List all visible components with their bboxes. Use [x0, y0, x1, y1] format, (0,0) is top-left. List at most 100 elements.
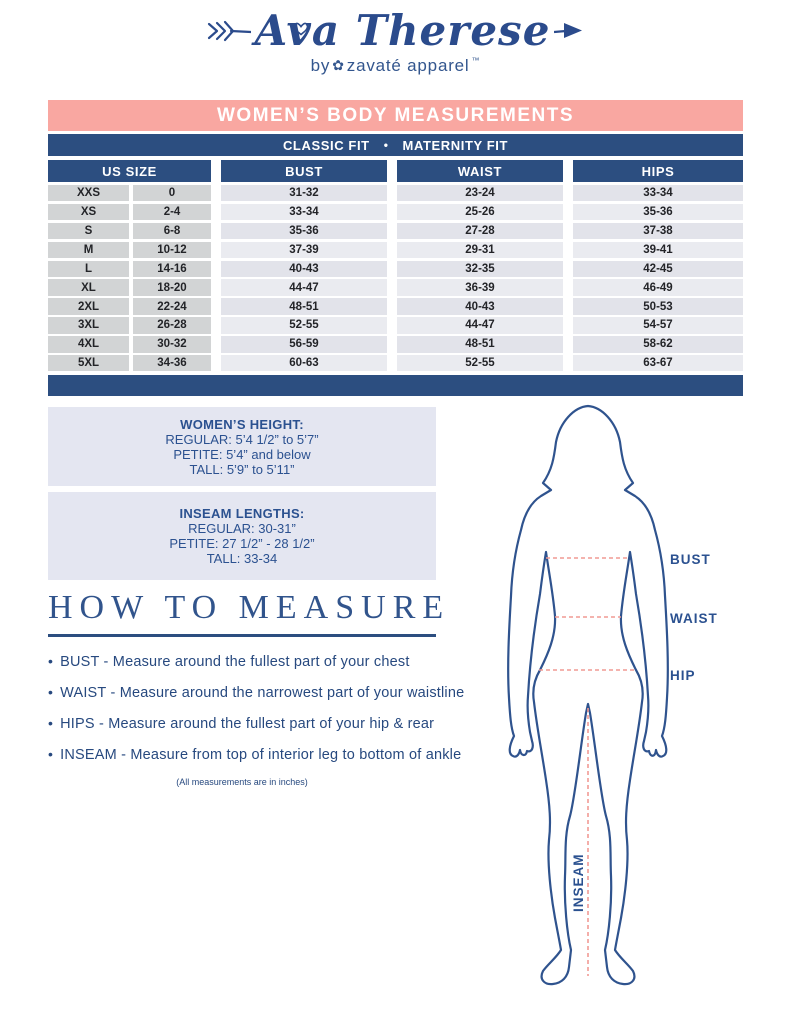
measure-bullet: • INSEAM - Measure from top of interior l…	[48, 746, 488, 763]
arrowhead-icon	[554, 23, 583, 39]
bullet-dot-icon: •	[48, 715, 54, 731]
measure-bullet: • WAIST - Measure around the narrowest pa…	[48, 684, 488, 701]
table-cell-hips: 54-57	[573, 317, 743, 334]
title-underline	[48, 634, 436, 637]
size-table-header: US SIZE BUST WAIST HIPS	[48, 160, 743, 182]
table-cell-hips: 58-62	[573, 336, 743, 353]
bullet-text: HIPS - Measure around the fullest part o…	[60, 716, 435, 732]
table-cell-bust: 31-32	[221, 185, 387, 202]
table-cell-waist: 27-28	[397, 222, 563, 240]
bullet-text: WAIST - Measure around the narrowest par…	[60, 685, 465, 701]
logo-subtitle: by ✿ zavaté apparel ™	[0, 56, 791, 76]
table-cell-us: 10-12	[133, 241, 211, 259]
table-row: XL 18-20 44-47 36-39 46-49	[48, 279, 743, 296]
bullet-dot-icon: •	[48, 653, 54, 669]
bullet-dot-icon: •	[48, 746, 54, 762]
table-cell-hips: 37-38	[573, 222, 743, 240]
table-row: XS 2-4 33-34 25-26 35-36	[48, 203, 743, 221]
hip-label: HIP	[670, 668, 696, 683]
table-cell-waist: 48-51	[397, 336, 563, 353]
info-line: TALL: 33-34	[206, 551, 278, 566]
fit-maternity-label: MATERNITY FIT	[402, 137, 509, 153]
table-cell-waist: 32-35	[397, 260, 563, 277]
table-cell-us: 26-28	[133, 317, 211, 334]
table-cell-hips: 33-34	[573, 185, 743, 202]
table-row: 5XL 34-36 60-63 52-55 63-67	[48, 355, 743, 372]
table-footer-bar	[48, 375, 743, 396]
table-row: 4XL 30-32 56-59 48-51 58-62	[48, 336, 743, 353]
table-cell-hips: 50-53	[573, 298, 743, 315]
table-cell-waist: 52-55	[397, 355, 563, 372]
info-box: INSEAM LENGTHS: REGULAR: 30-31” PETITE: 2…	[48, 492, 436, 580]
info-box: WOMEN’S HEIGHT: REGULAR: 5’4 1/2” to 5’7…	[48, 407, 436, 486]
info-line: TALL: 5’9” to 5’11”	[189, 461, 295, 477]
arrow-fletching-icon	[207, 20, 251, 42]
measure-bullet: • HIPS - Measure around the fullest part …	[48, 715, 488, 732]
table-cell-bust: 48-51	[221, 298, 387, 315]
how-to-measure-section: HOW TO MEASURE • BUST - Measure around th…	[48, 589, 464, 787]
inseam-label: INSEAM	[571, 853, 586, 912]
table-cell-us: 30-32	[133, 336, 211, 353]
table-cell-waist: 36-39	[397, 279, 563, 296]
table-row: XXS 0 31-32 23-24 33-34	[48, 185, 743, 202]
table-cell-size: XXS	[48, 185, 129, 202]
table-cell-hips: 46-49	[573, 279, 743, 296]
bust-label: BUST	[670, 552, 711, 567]
table-cell-us: 14-16	[133, 260, 211, 277]
table-cell-bust: 60-63	[221, 355, 387, 372]
table-row: 3XL 26-28 52-55 44-47 54-57	[48, 317, 743, 334]
header-hips: HIPS	[573, 160, 743, 182]
table-cell-size: XL	[48, 279, 129, 296]
measure-bullets: • BUST - Measure around the fullest part …	[48, 653, 488, 763]
table-cell-bust: 37-39	[221, 241, 387, 259]
brand-logo: Ava Therese by ✿ zavaté apparel ™	[0, 6, 791, 76]
measure-bullet: • BUST - Measure around the fullest part …	[48, 653, 488, 670]
page-title: WOMEN’S BODY MEASUREMENTS	[216, 104, 574, 126]
info-line: REGULAR: 5’4 1/2” to 5’7”	[165, 431, 319, 447]
table-cell-bust: 40-43	[221, 260, 387, 277]
table-cell-bust: 52-55	[221, 317, 387, 334]
info-line: PETITE: 27 1/2” - 28 1/2”	[169, 536, 315, 551]
info-box-title: INSEAM LENGTHS:	[179, 506, 305, 521]
table-row: M 10-12 37-39 29-31 39-41	[48, 241, 743, 259]
logo-brand: zavaté apparel	[346, 56, 470, 76]
rose-icon: ✿	[332, 58, 345, 75]
body-measurement-figure: BUST WAIST HIP INSEAM	[480, 398, 791, 1018]
table-cell-bust: 33-34	[221, 203, 387, 221]
table-row: L 14-16 40-43 32-35 42-45	[48, 260, 743, 277]
size-table-body: XXS 0 31-32 23-24 33-34 XS 2-4 33-34 25-26 35-36 S…	[48, 185, 743, 372]
table-cell-us: 6-8	[133, 222, 211, 240]
logo-by: by	[310, 56, 331, 76]
table-cell-waist: 29-31	[397, 241, 563, 259]
logo-title: Ava Therese	[254, 6, 551, 55]
bullet-dot-icon: •	[48, 684, 54, 700]
table-cell-bust: 35-36	[221, 222, 387, 240]
table-cell-us: 2-4	[133, 203, 211, 221]
table-cell-us: 34-36	[133, 355, 211, 372]
table-cell-us: 22-24	[133, 298, 211, 315]
table-cell-bust: 44-47	[221, 279, 387, 296]
woman-body-outline	[507, 404, 669, 986]
trademark-symbol: ™	[471, 55, 481, 65]
table-cell-hips: 63-67	[573, 355, 743, 372]
waist-label: WAIST	[670, 611, 718, 626]
table-cell-waist: 40-43	[397, 298, 563, 315]
header-us-size: US SIZE	[48, 160, 211, 182]
table-cell-us: 0	[133, 185, 211, 202]
separator-dot: •	[383, 138, 389, 152]
info-line: REGULAR: 30-31”	[188, 521, 296, 536]
bullet-text: INSEAM - Measure from top of interior le…	[60, 747, 462, 763]
measurements-note: (All measurements are in inches)	[176, 777, 308, 787]
table-cell-us: 18-20	[133, 279, 211, 296]
table-cell-waist: 25-26	[397, 203, 563, 221]
info-box-lines: REGULAR: 5’4 1/2” to 5’7” PETITE: 5’4” an…	[165, 432, 318, 477]
bullet-text: BUST - Measure around the fullest part o…	[60, 654, 410, 670]
info-box-title: WOMEN’S HEIGHT:	[180, 416, 304, 432]
fit-type-bar: CLASSIC FIT • MATERNITY FIT	[48, 134, 743, 156]
table-cell-size: S	[48, 222, 129, 240]
table-cell-hips: 42-45	[573, 260, 743, 277]
table-cell-hips: 35-36	[573, 203, 743, 221]
table-cell-bust: 56-59	[221, 336, 387, 353]
table-cell-size: L	[48, 260, 129, 277]
